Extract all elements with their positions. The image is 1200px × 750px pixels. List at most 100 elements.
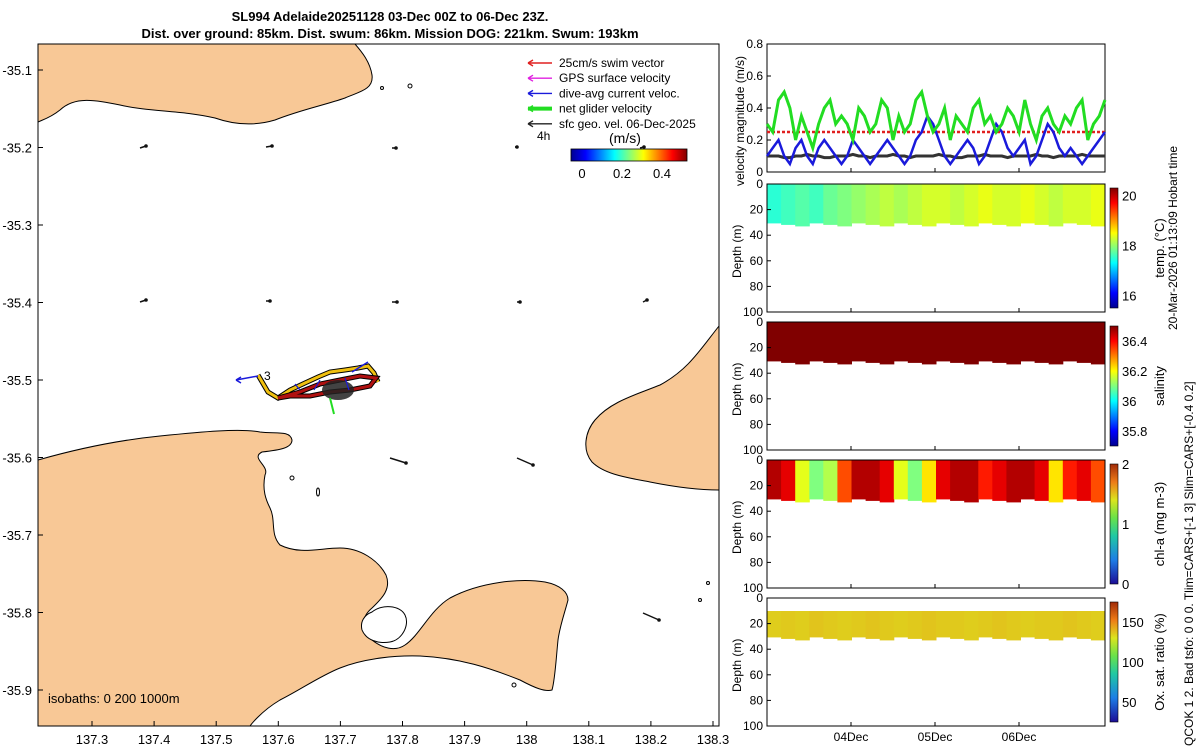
depth-tick-label: 0 bbox=[756, 453, 763, 467]
geo-velocity-arrow bbox=[389, 457, 407, 464]
depth-tick-label: 0 bbox=[756, 315, 763, 329]
depth-tick-label: 100 bbox=[743, 719, 763, 733]
colorbar-tick-label: 36 bbox=[1122, 394, 1136, 409]
velocity-line-sfc bbox=[767, 152, 1105, 160]
map-x-tick-label: 137.4 bbox=[138, 732, 171, 747]
velocity-line-net bbox=[765, 88, 1107, 154]
section-cell bbox=[865, 460, 881, 501]
section-cell bbox=[767, 322, 782, 362]
map-y-tick-label: -35.5 bbox=[2, 373, 32, 388]
figure-title-line-1: SL994 Adelaide20251128 03-Dec 00Z to 06-… bbox=[231, 9, 549, 24]
legend-label: net glider velocity bbox=[559, 102, 652, 116]
section-cell bbox=[907, 460, 923, 501]
section-cell bbox=[851, 322, 867, 362]
section-cell bbox=[1090, 460, 1106, 503]
section-border bbox=[766, 321, 1106, 451]
section-cell bbox=[1090, 184, 1106, 227]
section-cell bbox=[1020, 460, 1036, 500]
section-border bbox=[766, 459, 1106, 589]
geo-velocity-arrowhead bbox=[270, 144, 274, 148]
section-cell bbox=[865, 611, 881, 639]
section-panel: 0 20 40 60 80 100 Depth (m) 150 100 50 Ox. sat. ra… bbox=[730, 591, 1167, 733]
depth-tick-label: 60 bbox=[750, 392, 764, 406]
section-panel: 0 20 40 60 80 100 Depth (m) 20 18 16 temp. (°C) bbox=[730, 177, 1167, 319]
section-cell bbox=[1048, 460, 1064, 503]
section-cell bbox=[1076, 184, 1092, 225]
colorbar-label: chl-a (mg m-3) bbox=[1152, 482, 1167, 567]
velocity-panel: 0 0.2 0.4 0.6 0.8 velocity magnitude (m/s) bbox=[733, 37, 1107, 186]
section-cell bbox=[964, 460, 979, 503]
section-colorbar bbox=[1109, 601, 1119, 723]
time-tick-label: 04Dec bbox=[834, 730, 869, 744]
section-cell bbox=[936, 460, 951, 500]
velocity-y-tick-label: 0 bbox=[756, 165, 763, 179]
section-colorbar bbox=[1109, 325, 1119, 447]
section-cell bbox=[1020, 184, 1036, 224]
section-cell bbox=[851, 184, 867, 224]
land-masses bbox=[38, 44, 719, 726]
depth-tick-label: 100 bbox=[743, 443, 763, 457]
velocity-y-tick-label: 0.4 bbox=[746, 101, 763, 115]
section-cell bbox=[1020, 611, 1036, 638]
velocity-y-tick-label: 0.8 bbox=[746, 37, 763, 51]
colorbar-tick-label: 100 bbox=[1122, 655, 1144, 670]
section-cell bbox=[992, 460, 1007, 501]
section-cell bbox=[1020, 322, 1036, 362]
legend-arrowhead bbox=[527, 74, 534, 82]
colorbar-units: (m/s) bbox=[609, 130, 641, 146]
section-y-label: Depth (m) bbox=[730, 363, 744, 416]
section-cell bbox=[1006, 322, 1021, 365]
section-panel: 0 20 40 60 80 100 Depth (m) 2 1 0 chl-a (mg m-3) bbox=[730, 453, 1167, 595]
depth-tick-label: 80 bbox=[750, 279, 764, 293]
velocity-series bbox=[765, 88, 1107, 167]
section-y-label: Depth (m) bbox=[730, 639, 744, 692]
section-cell bbox=[1090, 322, 1106, 365]
geo-velocity-arrow bbox=[642, 612, 660, 621]
depth-tick-label: 60 bbox=[750, 668, 764, 682]
geo-velocity-arrowhead bbox=[144, 144, 148, 148]
section-cell bbox=[893, 184, 909, 224]
depth-tick-label: 80 bbox=[750, 417, 764, 431]
section-cell bbox=[823, 322, 838, 363]
section-cell bbox=[879, 611, 895, 641]
section-cell bbox=[781, 611, 796, 639]
legend-time-step: 4h bbox=[537, 129, 550, 143]
depth-tick-label: 60 bbox=[750, 530, 764, 544]
section-cell bbox=[936, 184, 951, 224]
geo-velocity-arrowhead bbox=[645, 298, 649, 302]
section-y-label: Depth (m) bbox=[730, 225, 744, 278]
section-cell bbox=[781, 322, 796, 363]
section-cell bbox=[795, 184, 810, 227]
map-x-tick-label: 138.3 bbox=[697, 732, 730, 747]
section-cell bbox=[1076, 322, 1092, 363]
section-border bbox=[766, 183, 1106, 313]
section-cell bbox=[1090, 611, 1106, 641]
depth-tick-label: 0 bbox=[756, 177, 763, 191]
section-cell bbox=[992, 184, 1007, 225]
section-cell bbox=[879, 184, 895, 227]
depth-tick-label: 40 bbox=[750, 228, 764, 242]
section-cell bbox=[837, 184, 852, 227]
colorbar-tick-label: 18 bbox=[1122, 239, 1136, 254]
time-axis: 04Dec 05Dec 06Dec bbox=[834, 168, 1036, 744]
section-cell bbox=[781, 184, 796, 225]
figure-title-line-2: Dist. over ground: 85km. Dist. swum: 86k… bbox=[141, 26, 639, 41]
map-panel: 137.3 137.4 137.5 137.6 137.7 137.8 137.9 138 13… bbox=[2, 43, 730, 747]
section-cell bbox=[1048, 322, 1064, 365]
section-cell bbox=[921, 460, 937, 503]
legend-arrowhead bbox=[527, 89, 534, 98]
depth-tick-label: 20 bbox=[750, 479, 764, 493]
land-north bbox=[38, 44, 373, 125]
colorbar-tick-label: 36.4 bbox=[1122, 334, 1147, 349]
section-cell bbox=[950, 184, 965, 225]
colorbar-tick-label: 20 bbox=[1122, 189, 1136, 204]
section-cell bbox=[1006, 611, 1021, 641]
colorbar-tick-label: 0 bbox=[1122, 577, 1129, 592]
section-cell bbox=[936, 611, 951, 638]
velocity-y-label: velocity magnitude (m/s) bbox=[733, 56, 747, 186]
section-cell bbox=[823, 184, 838, 225]
velocity-line-diveavg bbox=[765, 113, 1107, 167]
section-cell bbox=[837, 460, 852, 503]
map-y-tick-label: -35.1 bbox=[2, 63, 32, 78]
map-x-axis: 137.3 137.4 137.5 137.6 137.7 137.8 137.9 138 13… bbox=[76, 721, 730, 747]
